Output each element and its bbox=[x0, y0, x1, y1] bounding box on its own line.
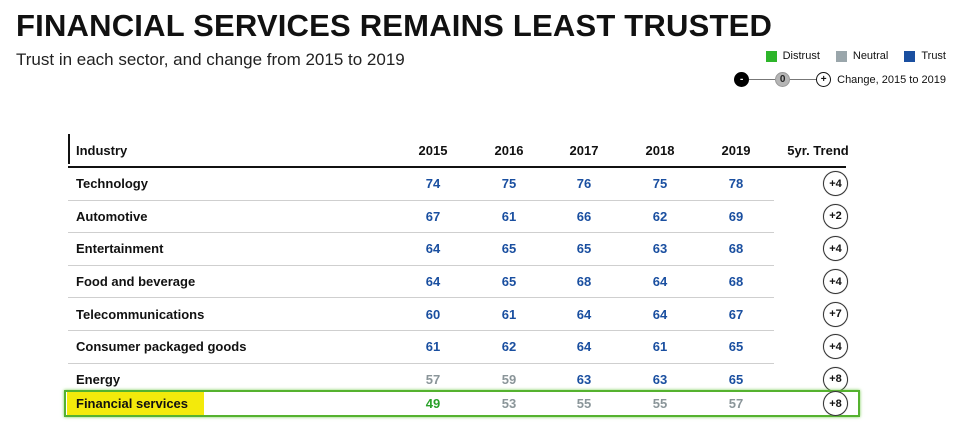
trend-badge: +4 bbox=[823, 334, 848, 360]
value-2015: 64 bbox=[425, 274, 441, 290]
change-legend: - 0 + Change, 2015 to 2019 bbox=[734, 72, 946, 87]
plus-circle-icon: + bbox=[816, 72, 832, 87]
legend-distrust: Distrust bbox=[765, 50, 820, 62]
trend-badge: +2 bbox=[823, 203, 848, 229]
value-2017: 55 bbox=[576, 396, 592, 411]
minus-circle-icon: - bbox=[734, 72, 750, 87]
value-2016: 61 bbox=[501, 306, 517, 322]
value-2019: 65 bbox=[728, 371, 744, 387]
distrust-swatch bbox=[765, 50, 777, 62]
industry-label: Telecommunications bbox=[76, 306, 205, 322]
header-2017: 2017 bbox=[569, 142, 599, 158]
legend-neutral-label: Neutral bbox=[852, 50, 889, 62]
trend-badge: +4 bbox=[823, 236, 848, 262]
value-2017: 64 bbox=[576, 339, 592, 355]
industry-label: Energy bbox=[76, 371, 121, 387]
value-2018: 64 bbox=[652, 306, 668, 322]
table-row: Consumer packaged goods 61 62 64 61 65 +4 bbox=[68, 331, 848, 364]
value-2015: 60 bbox=[425, 306, 441, 322]
table-row: Telecommunications 60 61 64 64 67 +7 bbox=[68, 298, 848, 331]
trust-table: Industry 2015 2016 2017 2018 2019 5yr. T… bbox=[68, 134, 858, 395]
value-2016: 53 bbox=[501, 396, 517, 411]
table-row: Entertainment 64 65 65 63 68 +4 bbox=[68, 233, 848, 266]
value-2016: 65 bbox=[501, 241, 517, 257]
value-2017: 65 bbox=[576, 241, 592, 257]
table-row: Food and beverage 64 65 68 64 68 +4 bbox=[68, 266, 848, 299]
value-2016: 62 bbox=[501, 339, 517, 355]
trust-swatch bbox=[904, 50, 916, 62]
value-2018: 55 bbox=[652, 396, 668, 411]
value-2015: 49 bbox=[425, 396, 441, 411]
table-header: Industry 2015 2016 2017 2018 2019 5yr. T… bbox=[68, 134, 849, 168]
trend-badge: +8 bbox=[823, 366, 848, 392]
industry-label: Automotive bbox=[76, 208, 148, 224]
header-industry: Industry bbox=[76, 142, 128, 158]
industry-label: Entertainment bbox=[76, 241, 164, 257]
value-2017: 76 bbox=[576, 176, 592, 192]
value-2016: 59 bbox=[501, 371, 517, 387]
trend-badge: +4 bbox=[823, 269, 848, 295]
value-2019: 67 bbox=[728, 306, 744, 322]
legend-dash bbox=[749, 79, 776, 80]
value-2018: 63 bbox=[652, 241, 668, 257]
value-2019: 78 bbox=[728, 176, 744, 192]
change-label: Change, 2015 to 2019 bbox=[837, 73, 946, 86]
trend-badge: +4 bbox=[823, 171, 848, 197]
header-2016: 2016 bbox=[494, 142, 524, 158]
value-2016: 61 bbox=[501, 208, 517, 224]
value-2015: 67 bbox=[425, 208, 441, 224]
value-2018: 63 bbox=[652, 371, 668, 387]
value-2019: 69 bbox=[728, 208, 744, 224]
value-2017: 64 bbox=[576, 306, 592, 322]
value-2019: 68 bbox=[728, 241, 744, 257]
value-2019: 57 bbox=[728, 396, 744, 411]
highlight-marker bbox=[67, 392, 204, 415]
value-2018: 75 bbox=[652, 176, 668, 192]
value-2018: 61 bbox=[652, 339, 668, 355]
trend-badge: +7 bbox=[823, 301, 848, 327]
table-body: Technology 74 75 76 75 78 +4 Automotive 67 61 66 62… bbox=[68, 168, 858, 395]
table-row: Automotive 67 61 66 62 69 +2 bbox=[68, 201, 848, 234]
highlight-box bbox=[64, 390, 860, 417]
legend-distrust-label: Distrust bbox=[782, 50, 820, 62]
value-2018: 62 bbox=[652, 208, 668, 224]
industry-label: Technology bbox=[76, 176, 148, 192]
zero-circle-icon: 0 bbox=[775, 72, 791, 87]
header-trend: 5yr. Trend bbox=[787, 142, 849, 158]
legend-dash bbox=[790, 79, 817, 80]
value-2015: 61 bbox=[425, 339, 441, 355]
value-2019: 65 bbox=[728, 339, 744, 355]
industry-label: Financial services bbox=[76, 396, 189, 411]
highlighted-row: Financial services 49 53 55 55 57 +8 bbox=[68, 390, 858, 417]
header-2019: 2019 bbox=[721, 142, 751, 158]
neutral-swatch bbox=[835, 50, 847, 62]
value-2019: 68 bbox=[728, 274, 744, 290]
legend-trust-label: Trust bbox=[921, 50, 946, 62]
header-2015: 2015 bbox=[418, 142, 448, 158]
table-row: Technology 74 75 76 75 78 +4 bbox=[68, 168, 848, 201]
value-2016: 75 bbox=[501, 176, 517, 192]
industry-label: Consumer packaged goods bbox=[76, 339, 247, 355]
value-2018: 64 bbox=[652, 274, 668, 290]
industry-label: Food and beverage bbox=[76, 274, 196, 290]
header-divider bbox=[68, 134, 70, 164]
value-2015: 74 bbox=[425, 176, 441, 192]
value-2017: 66 bbox=[576, 208, 592, 224]
legend-neutral: Neutral bbox=[835, 50, 889, 62]
value-2015: 57 bbox=[425, 371, 441, 387]
page-title: FINANCIAL SERVICES REMAINS LEAST TRUSTED bbox=[16, 8, 773, 43]
legend: Distrust Neutral Trust - 0 + Change, 201… bbox=[734, 50, 946, 87]
value-2017: 68 bbox=[576, 274, 592, 290]
legend-trust: Trust bbox=[904, 50, 946, 62]
trend-badge: +8 bbox=[823, 391, 848, 416]
page-subtitle: Trust in each sector, and change from 20… bbox=[16, 50, 405, 69]
value-2017: 63 bbox=[576, 371, 592, 387]
value-2015: 64 bbox=[425, 241, 441, 257]
value-2016: 65 bbox=[501, 274, 517, 290]
header-2018: 2018 bbox=[645, 142, 675, 158]
